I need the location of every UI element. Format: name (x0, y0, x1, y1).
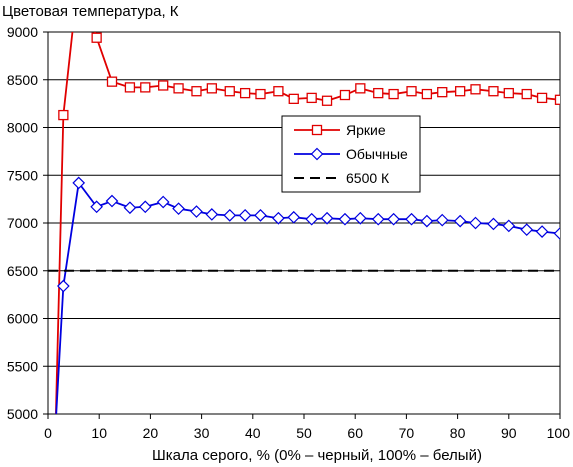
data-point-0-16 (306, 92, 317, 104)
x-tick-label-70: 70 (399, 425, 415, 441)
data-point-0-12 (239, 87, 251, 99)
y-tick-label-6000: 6000 (7, 311, 38, 327)
legend-swatch-marker-0 (311, 124, 323, 136)
data-point-0-30 (536, 92, 548, 104)
data-point-1-16 (305, 212, 319, 226)
data-point-1-15 (287, 210, 301, 224)
data-point-1-30 (535, 225, 549, 238)
data-point-1-31 (553, 227, 560, 240)
data-point-1-3 (90, 200, 103, 214)
x-tick-label-20: 20 (143, 425, 159, 441)
data-point-1-6 (138, 200, 152, 214)
data-point-1-11 (223, 209, 237, 222)
data-point-1-5 (123, 201, 137, 215)
legend-label-0: Яркие (346, 122, 386, 138)
series-plot-area (48, 32, 560, 428)
data-point-0-19 (355, 83, 366, 94)
series-1 (55, 176, 560, 414)
grid-lines (48, 31, 560, 367)
x-tick-label-0: 0 (44, 425, 52, 441)
data-point-0-24 (437, 87, 448, 98)
data-point-1-4 (105, 194, 119, 208)
data-point-0-26 (470, 84, 481, 95)
data-point-0-15 (288, 93, 299, 104)
x-tick-label-80: 80 (450, 425, 466, 441)
y-tick-label-7000: 7000 (7, 215, 38, 231)
tick-labels: 0 10 20 30 40 50 60 70 80 90 100 5000 5500 6000 6500 70… (7, 24, 570, 441)
data-point-0-7 (158, 80, 169, 91)
data-point-1-21 (387, 212, 400, 226)
data-point-0-1 (58, 109, 69, 121)
legend-label-1: Обычные (346, 146, 408, 162)
data-point-0-29 (521, 88, 532, 100)
data-point-0-3 (91, 32, 102, 43)
data-point-1-17 (320, 211, 334, 225)
x-tick-label-60: 60 (347, 425, 363, 441)
legend-label-2: 6500 К (346, 170, 390, 186)
data-point-1-29 (520, 223, 534, 237)
data-point-1-18 (338, 212, 352, 226)
data-point-0-9 (191, 86, 202, 97)
data-point-1-24 (435, 213, 449, 227)
data-point-1-9 (190, 205, 203, 218)
y-tick-label-7500: 7500 (7, 167, 38, 183)
data-point-1-8 (172, 202, 185, 216)
x-tick-label-40: 40 (245, 425, 261, 441)
legend-swatch-marker-1 (310, 147, 324, 161)
data-point-1-19 (353, 211, 367, 225)
x-axis-title: Шкала серого, % (0% – черный, 100% – бел… (152, 447, 482, 464)
data-point-1-22 (405, 212, 418, 226)
data-point-1-26 (469, 216, 482, 230)
y-tick-label-5000: 5000 (7, 406, 38, 422)
data-point-0-11 (224, 86, 235, 97)
data-point-1-27 (487, 217, 500, 231)
data-point-0-14 (273, 86, 284, 97)
data-point-0-0 (51, 419, 60, 428)
data-point-1-25 (453, 214, 467, 228)
data-point-1-12 (238, 209, 252, 222)
x-tick-label-10: 10 (91, 425, 107, 441)
data-point-1-1 (57, 279, 70, 293)
legend: Яркие Обычные 6500 К (281, 115, 421, 193)
data-point-0-18 (339, 89, 351, 101)
x-tick-label-90: 90 (501, 425, 517, 441)
data-point-1-23 (420, 214, 434, 228)
data-point-0-28 (503, 87, 514, 99)
series-0 (51, 32, 560, 428)
data-point-0-10 (206, 83, 217, 94)
data-point-1-10 (205, 208, 219, 221)
data-point-1-7 (156, 195, 170, 209)
data-point-0-31 (554, 94, 560, 105)
data-point-0-6 (140, 82, 151, 93)
data-point-0-8 (173, 83, 184, 94)
data-point-0-4 (106, 76, 118, 87)
data-point-1-2 (72, 176, 86, 190)
data-point-0-17 (321, 95, 333, 106)
x-tick-label-100: 100 (547, 425, 571, 441)
data-point-0-23 (421, 88, 433, 100)
data-point-0-25 (455, 86, 466, 97)
y-tick-label-8000: 8000 (7, 120, 38, 136)
data-point-0-5 (124, 82, 136, 93)
data-point-1-20 (371, 212, 385, 226)
y-tick-label-8500: 8500 (7, 72, 38, 88)
data-point-0-21 (388, 88, 399, 100)
data-point-0-27 (488, 86, 499, 97)
data-point-0-13 (255, 88, 266, 100)
y-tick-label-6500: 6500 (7, 263, 38, 279)
y-tick-label-9000: 9000 (7, 24, 38, 40)
x-tick-label-30: 30 (194, 425, 210, 441)
data-point-0-20 (373, 87, 384, 99)
y-tick-label-5500: 5500 (7, 358, 38, 374)
data-point-1-28 (502, 219, 516, 233)
y-axis-title: Цветовая температура, К (2, 3, 179, 20)
data-point-0-22 (406, 86, 417, 97)
data-point-1-14 (272, 211, 285, 225)
x-tick-label-50: 50 (296, 425, 312, 441)
data-point-1-13 (254, 209, 267, 222)
